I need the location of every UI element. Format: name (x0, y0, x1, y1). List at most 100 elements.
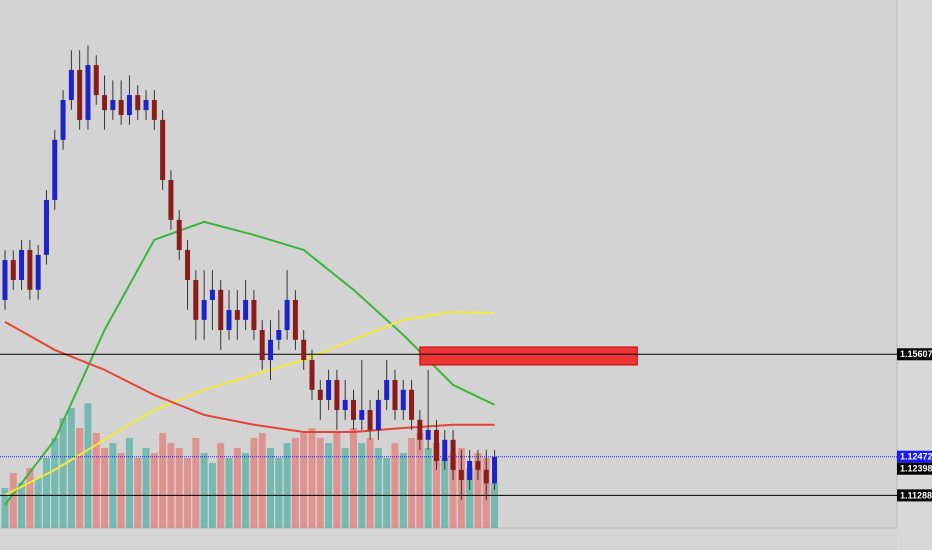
candle-body (168, 180, 174, 220)
candle-body (77, 69, 83, 120)
candle-body (201, 299, 207, 320)
candle-body (27, 249, 33, 290)
candle-body (19, 249, 25, 281)
candle-body (342, 399, 348, 411)
candle-body (68, 69, 74, 100)
plot-area (0, 0, 897, 528)
price-label: 1.12472 (900, 452, 932, 462)
volume-bar (192, 438, 200, 528)
volume-bar (76, 428, 84, 528)
volume-bar (341, 448, 349, 528)
volume-bar (300, 433, 308, 528)
price-label: 1.11288 (900, 490, 932, 500)
candle-body (52, 139, 58, 200)
candle-body (467, 461, 473, 480)
volume-bar (217, 443, 225, 528)
volume-bar (441, 458, 449, 528)
volume-bar (175, 448, 183, 528)
volume-bar (466, 468, 474, 528)
moving-average (4, 311, 495, 496)
volume-bar (150, 453, 158, 528)
candle-body (143, 99, 149, 111)
candle-body (309, 360, 315, 390)
candle-body (135, 95, 141, 111)
volume-bar (325, 443, 333, 528)
volume-bar (374, 448, 382, 528)
candle-body (417, 419, 423, 440)
volume-bar (416, 433, 424, 528)
candle-body (400, 389, 406, 411)
candle-body (176, 219, 182, 250)
volume-bar (233, 448, 241, 528)
candle-body (483, 469, 489, 484)
candle-body (384, 379, 390, 400)
volume-bar (142, 448, 150, 528)
candle-body (185, 249, 191, 281)
volume-bar (242, 453, 250, 528)
volume-bar (391, 443, 399, 528)
volume-bar (424, 448, 432, 528)
volume-bar (358, 443, 366, 528)
volume-bar (9, 473, 17, 528)
volume-bar (101, 448, 109, 528)
volume-bar (18, 483, 26, 528)
volume-bar (34, 478, 42, 528)
volume-bar (42, 458, 50, 528)
candle-body (350, 399, 356, 420)
volume-bar (491, 483, 499, 528)
candle-body (292, 299, 298, 340)
price-label-box (897, 489, 932, 502)
volume-bar (258, 433, 266, 528)
candle-body (392, 379, 398, 411)
volume-bar (92, 433, 100, 528)
volume-bar (200, 453, 208, 528)
candle-body (475, 461, 481, 470)
volume-bar (432, 443, 440, 528)
candle-body (442, 439, 448, 462)
candle-body (251, 299, 257, 330)
candle-body (259, 330, 265, 361)
candle-body (160, 119, 166, 181)
volume-bar (399, 453, 407, 528)
candle-body (193, 280, 199, 320)
candle-body (359, 410, 365, 420)
volume-bar (109, 443, 117, 528)
volume-bar (51, 438, 59, 528)
candle-body (243, 299, 249, 320)
candle-body (450, 439, 456, 470)
volume-bar (366, 438, 374, 528)
candle-body (102, 95, 108, 111)
volume-bar (291, 438, 299, 528)
candle-body (276, 330, 282, 340)
candle-body (425, 429, 431, 440)
price-label-box (897, 462, 932, 475)
candle-body (317, 389, 323, 400)
candle-body (218, 289, 224, 330)
candle-body (43, 199, 49, 255)
price-label: 1.12398 (900, 464, 932, 474)
candle-body (35, 254, 41, 290)
volume-bar (250, 438, 258, 528)
candle-body (126, 95, 132, 116)
candle-body (326, 379, 332, 400)
volume-bar (349, 428, 357, 528)
volume-bar (333, 433, 341, 528)
price-label-box (897, 450, 932, 463)
volume-bar (167, 443, 175, 528)
volume-bar (474, 453, 482, 528)
volume-bar (117, 453, 125, 528)
volume-bar (225, 458, 233, 528)
candle-body (60, 99, 66, 140)
candle-body (433, 429, 439, 462)
volume-bar (184, 458, 192, 528)
volume-bar (26, 468, 34, 528)
candle-body (209, 289, 215, 300)
price-zone (419, 346, 638, 366)
volume-bar (316, 438, 324, 528)
volume-bar (134, 458, 142, 528)
candle-body (375, 399, 381, 430)
candle-body (85, 65, 91, 120)
volume-bar (159, 433, 167, 528)
